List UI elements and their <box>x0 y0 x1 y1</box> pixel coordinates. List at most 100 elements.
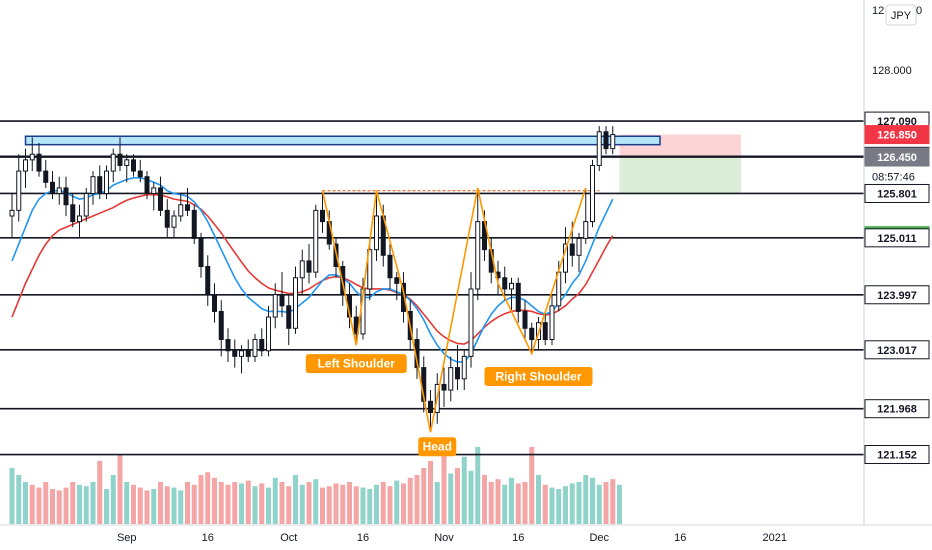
candle-body <box>70 204 76 223</box>
volume-bar <box>9 468 15 524</box>
time-axis-labels: Sep 16 Oct 16 Nov 16 Dec 16 2021 <box>117 532 787 544</box>
volume-bar <box>360 487 366 524</box>
candle <box>394 272 400 301</box>
candle <box>56 176 62 205</box>
annotation-box <box>418 437 457 457</box>
candle <box>158 176 163 216</box>
volume-bar <box>495 479 501 524</box>
candle-body <box>198 237 204 268</box>
price-label-box <box>864 125 930 145</box>
candle <box>461 350 467 391</box>
volume-bar <box>610 479 616 524</box>
candle <box>171 210 177 239</box>
volume-bar <box>563 486 568 524</box>
volume-bar <box>212 477 217 524</box>
price-label-text: 121.968 <box>877 404 917 416</box>
candle-body <box>266 316 271 352</box>
volume-bar <box>461 456 467 524</box>
volume-bar <box>576 482 582 524</box>
volume-bar <box>306 482 312 524</box>
volume-bar <box>387 486 393 524</box>
resistance-zone[interactable] <box>24 135 661 146</box>
pattern-annotation[interactable]: Right Shoulder <box>484 367 593 387</box>
volume-bar <box>367 489 373 524</box>
currency-label: JPY <box>891 10 912 22</box>
price-scale-panel[interactable] <box>864 0 932 525</box>
horizontal-levels[interactable] <box>0 120 864 456</box>
candle <box>590 159 595 228</box>
candle-body <box>468 288 474 357</box>
candle-body <box>461 355 467 380</box>
candle-body <box>178 204 184 217</box>
moving-averages <box>11 177 614 363</box>
candle <box>374 190 379 261</box>
price-label-box <box>864 399 930 419</box>
candle <box>455 345 460 391</box>
volume-bar <box>596 484 602 524</box>
candle <box>83 187 89 222</box>
candle <box>522 300 528 340</box>
volume-bar <box>29 484 35 524</box>
candle <box>306 244 312 284</box>
candle <box>205 255 211 306</box>
candle <box>63 176 69 216</box>
candle <box>198 232 204 278</box>
candle-body <box>151 187 157 195</box>
volume-bar <box>394 480 400 524</box>
volume-bar <box>151 489 157 524</box>
ema-slow-line <box>11 193 614 345</box>
volume-bar <box>569 483 575 524</box>
pattern-annotations[interactable]: Left Shoulder Head Right Shoulder <box>305 354 593 457</box>
candle-body <box>279 294 285 307</box>
volume-bar <box>117 454 123 524</box>
volume-bar <box>401 483 406 524</box>
time-scale-panel[interactable] <box>0 525 932 550</box>
candle-body <box>185 204 190 211</box>
candle <box>151 182 157 211</box>
volume-bar <box>164 486 170 524</box>
candle-body <box>63 187 69 206</box>
pattern-annotation[interactable]: Left Shoulder <box>305 354 407 374</box>
candle <box>475 187 481 301</box>
volume-bar <box>488 482 494 524</box>
price-label-text: 126.850 <box>877 130 917 142</box>
candle <box>212 283 217 323</box>
take-profit-area[interactable] <box>619 156 742 194</box>
candle <box>596 126 602 172</box>
candle <box>23 148 28 188</box>
volume-bar <box>549 487 555 524</box>
volume-bar <box>218 482 224 524</box>
candle-body <box>313 209 319 273</box>
volume-bar <box>198 475 204 524</box>
pattern-zigzag[interactable] <box>321 187 587 433</box>
volume-bar <box>441 454 447 524</box>
candle <box>70 193 76 228</box>
head-and-shoulders-pattern[interactable] <box>321 187 587 433</box>
candle-body <box>509 282 514 290</box>
candle <box>529 322 535 354</box>
currency-badge[interactable]: JPY <box>885 4 917 26</box>
candle-body <box>455 367 460 380</box>
candle <box>428 390 433 433</box>
resistance-zone-box[interactable] <box>24 135 661 146</box>
candle-body <box>529 327 535 341</box>
time-tick: 16 <box>512 532 524 544</box>
candle <box>104 165 109 200</box>
candle <box>576 232 582 273</box>
volume-bar <box>603 482 609 524</box>
candle <box>610 126 616 155</box>
candle-body <box>542 322 548 341</box>
candle <box>272 283 278 329</box>
candle <box>131 154 136 177</box>
price-level-labels: 127.090126.850126.463126.450125.801125.0… <box>864 111 930 465</box>
volume-bar <box>515 483 521 524</box>
volume-bar <box>293 475 298 524</box>
candle <box>515 277 521 323</box>
pattern-annotation[interactable]: Head <box>418 437 457 457</box>
volume-bar <box>333 483 339 524</box>
candle-body <box>43 170 49 183</box>
candle <box>36 142 42 177</box>
volume-bar <box>124 482 130 524</box>
time-tick: Nov <box>434 532 454 544</box>
